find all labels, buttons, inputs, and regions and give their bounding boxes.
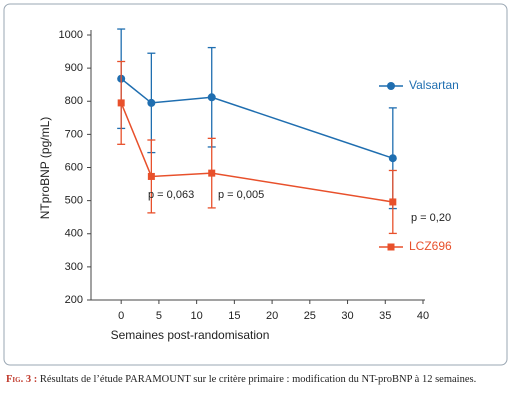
y-axis-label: NTproBNP (pg/mL) <box>38 117 52 219</box>
caption: Fig. 3 : Résultats de l’étude PARAMOUNT … <box>6 374 510 385</box>
series-line <box>120 102 393 203</box>
frame <box>3 3 508 366</box>
x-tick-label: 5 <box>156 310 162 322</box>
x-axis-label: Semaines post-randomisation <box>111 328 270 342</box>
annotation: p = 0,20 <box>411 212 451 224</box>
marker <box>389 198 397 206</box>
x-tick-label: 0 <box>118 310 124 322</box>
y-tick-label: 900 <box>65 62 83 74</box>
marker <box>207 93 216 102</box>
marker <box>388 154 397 163</box>
caption-label: Fig. 3 : <box>6 374 38 385</box>
y-tick-label: 400 <box>65 228 83 240</box>
x-tick-label: 40 <box>417 310 429 322</box>
marker <box>147 98 156 107</box>
marker <box>208 169 216 177</box>
x-tick-label: 25 <box>304 310 316 322</box>
y-tick-label: 700 <box>65 128 83 140</box>
annotation: p = 0,063 <box>148 189 194 201</box>
x-tick-label: 15 <box>228 310 240 322</box>
marker <box>147 172 155 180</box>
legend-marker <box>387 82 395 90</box>
x-tick-label: 10 <box>191 310 203 322</box>
legend-label: LCZ696 <box>409 239 452 253</box>
legend-label: Valsartan <box>409 78 459 92</box>
y-tick-label: 1000 <box>59 29 83 41</box>
caption-text: Résultats de l’étude PARAMOUNT sur le cr… <box>39 374 477 385</box>
y-tick-label: 600 <box>65 161 83 173</box>
x-tick-label: 35 <box>379 310 391 322</box>
y-tick-label: 300 <box>65 261 83 273</box>
x-tick-label: 20 <box>266 310 278 322</box>
y-tick-label: 800 <box>65 95 83 107</box>
y-tick-label: 200 <box>65 294 83 306</box>
series-line <box>120 78 394 159</box>
chart: Semaines post-randomisation NTproBNP (pg… <box>3 3 508 366</box>
annotation: p = 0,005 <box>218 189 264 201</box>
legend-marker <box>387 243 395 251</box>
x-tick-label: 30 <box>341 310 353 322</box>
marker <box>117 99 125 107</box>
y-tick-label: 500 <box>65 195 83 207</box>
